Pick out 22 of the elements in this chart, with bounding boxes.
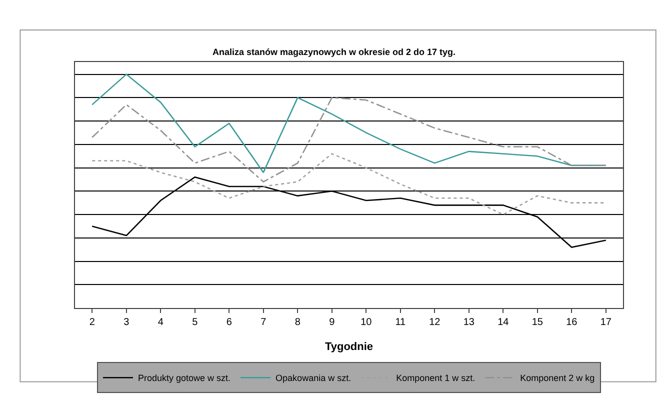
x-tick-label: 14 [498,317,510,328]
x-tick-label: 15 [532,317,544,328]
x-tick-label: 16 [566,317,578,328]
x-tick-label: 4 [158,317,164,328]
x-tick-label: 9 [329,317,336,328]
chart-title: Analiza stanów magazynowych w okresie od 2 do 17 tyg. [212,46,456,57]
x-tick-label: 10 [360,317,372,328]
x-axis-title: Tygodnie [324,341,374,354]
x-tick-label: 17 [600,317,612,328]
legend-label: Produkty gotowe w szt. [138,373,231,384]
legend-label: Opakowania w szt. [276,373,352,384]
x-tick-label: 3 [124,317,130,328]
legend-label: Komponent 1 w szt. [396,373,476,384]
legend-label: Komponent 2 w kg [520,373,595,384]
x-tick-label: 5 [192,317,198,328]
x-tick-label: 12 [429,317,441,328]
x-tick-label: 13 [463,317,475,328]
x-tick-label: 7 [260,317,267,328]
x-tick-label: 11 [395,317,406,328]
x-tick-label: 8 [294,317,301,328]
x-tick-label: 6 [226,317,232,328]
x-tick-label: 2 [89,317,96,328]
